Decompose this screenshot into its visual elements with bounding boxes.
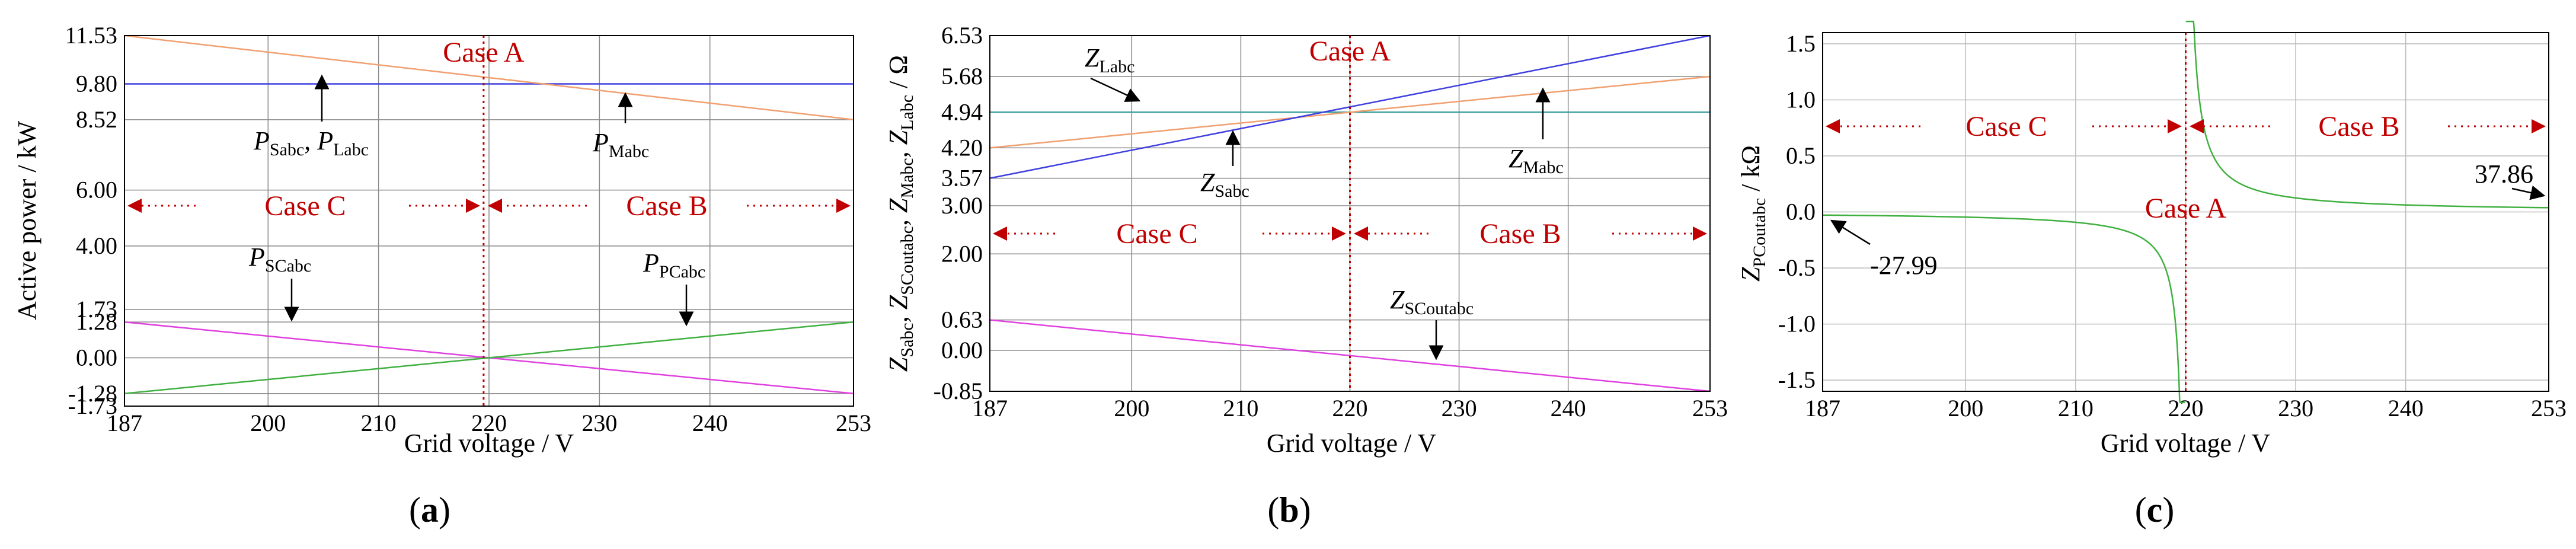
grid-a: [124, 35, 854, 407]
series-a: [124, 34, 854, 395]
case-c-label-b: Case C: [1116, 218, 1197, 250]
y-tick-label: 11.53: [65, 22, 117, 49]
label-psabc-plabc: PSabc, PLabc: [253, 126, 369, 159]
x-tick-label: 230: [581, 410, 617, 436]
x-tick-label: 187: [107, 410, 142, 436]
label-zscoutabc: ZSCoutabc: [1390, 285, 1474, 318]
x-tick-label: 220: [1332, 395, 1368, 422]
case-b-label-a: Case B: [626, 190, 707, 222]
annotation-right-value: 37.86: [2475, 159, 2533, 189]
y-tick-label: 0.63: [941, 307, 983, 333]
x-tick-label: 220: [2168, 395, 2204, 422]
case-c-label-c: Case C: [1965, 111, 2047, 142]
y-tick-label: 4.20: [941, 134, 983, 161]
label-zlabc: ZLabc: [1085, 43, 1134, 76]
y-tick-label: -1.28: [68, 380, 117, 407]
y-tick-label: -1.73: [68, 392, 117, 419]
panel-label-a: (a): [409, 490, 450, 529]
series-c: [1822, 20, 2549, 404]
arrow-zlabc: [1090, 77, 1141, 102]
y-tick-label: 1.5: [1786, 30, 1816, 57]
y-tick-label: 3.00: [941, 192, 983, 219]
case-c-label-a: Case C: [264, 190, 346, 222]
x-tick-label: 253: [836, 410, 871, 436]
label-zsabc: ZSabc: [1200, 168, 1249, 201]
label-zmabc: ZMabc: [1508, 144, 1564, 177]
x-tick-label: 210: [361, 410, 397, 436]
label-pscabc: PSCabc: [248, 242, 311, 276]
case-a-label-c: Case A: [2145, 193, 2227, 224]
ticks-a: 187 200 210 220 230 240 253 11.53 9.80 8.52 6.00 4.…: [65, 22, 871, 436]
series-z-pcoutabc-right: [2185, 20, 2549, 209]
y-tick-label: 1.73: [76, 296, 117, 323]
x-tick-label: 200: [1948, 395, 1983, 422]
y-tick-label: 6.00: [76, 177, 117, 203]
case-a-label-a: Case A: [443, 37, 525, 68]
x-axis-title-b: Grid voltage / V: [1267, 429, 1437, 458]
y-tick-label: 1.0: [1786, 86, 1816, 113]
plot-frame-a: [124, 35, 854, 407]
label-ppcabc: PPCabc: [643, 248, 705, 282]
y-axis-title-a: Active power / kW: [12, 121, 41, 320]
panel-label-c: (c): [2135, 490, 2175, 529]
series-z-mabc: [989, 75, 1711, 149]
panel-a: 187 200 210 220 230 240 253 11.53 9.80 8.52 6.00 4.…: [12, 22, 871, 529]
case-b-label-c: Case B: [2318, 111, 2399, 142]
y-tick-label: 4.94: [941, 98, 983, 125]
x-tick-label: 253: [1692, 395, 1728, 422]
y-axis-title-c: ZPCoutabc / kΩ: [1736, 145, 1769, 282]
y-tick-label: 1.28: [76, 308, 117, 335]
y-tick-label: -0.5: [1778, 254, 1816, 281]
y-tick-label: 9.80: [76, 71, 117, 97]
y-tick-label: 5.68: [941, 63, 983, 90]
x-axis-title-c: Grid voltage / V: [2101, 429, 2271, 458]
x-tick-label: 210: [1223, 395, 1258, 422]
panel-c: 187 200 210 220 230 240 253 1.5 1.0 0.5 0.0 -0.5 -1.…: [1736, 20, 2567, 529]
y-tick-label: 0.0: [1786, 199, 1816, 225]
y-tick-label: 2.00: [941, 240, 983, 267]
ticks-b: 187 200 210 220 230 240 253 6.53 5.68 4.94 4.20 3.5…: [934, 22, 1728, 422]
x-tick-label: 230: [1442, 395, 1477, 422]
series-z-pcoutabc-left: [1822, 214, 2185, 404]
x-tick-label: 200: [1114, 395, 1149, 422]
y-tick-label: 0.00: [76, 344, 117, 371]
x-tick-label: 187: [1805, 395, 1840, 422]
x-tick-label: 253: [2531, 395, 2567, 422]
ticks-c: 187 200 210 220 230 240 253 1.5 1.0 0.5 0.0 -0.5 -1.…: [1778, 30, 2567, 422]
x-axis-title-a: Grid voltage / V: [404, 429, 574, 458]
y-axis-title-b: ZSabc, ZSCoutabc, ZMabc, ZLabc / Ω: [884, 55, 917, 372]
arrow-left-value: [1830, 219, 1871, 245]
x-tick-label: 230: [2278, 395, 2313, 422]
x-tick-label: 240: [692, 410, 728, 436]
case-b-label-b: Case B: [1479, 218, 1561, 250]
x-tick-label: 200: [250, 410, 286, 436]
x-tick-label: 240: [2388, 395, 2424, 422]
panel-label-b: (b): [1267, 490, 1311, 529]
y-tick-label: -1.5: [1778, 366, 1816, 393]
series-p-pcabc: [124, 321, 854, 395]
y-tick-label: 4.00: [76, 232, 117, 259]
x-tick-label: 220: [471, 410, 507, 436]
y-tick-label: 6.53: [941, 22, 983, 49]
y-tick-label: -1.0: [1778, 311, 1816, 337]
annotation-left-value: -27.99: [1870, 251, 1938, 280]
y-tick-label: -0.85: [934, 378, 983, 404]
series-p-mabc: [124, 34, 854, 121]
label-pmabc: PMabc: [592, 128, 649, 161]
y-tick-label: 8.52: [76, 106, 117, 133]
y-tick-label: 0.5: [1786, 142, 1816, 169]
panel-b: 187 200 210 220 230 240 253 6.53 5.68 4.94 4.20 3.5…: [884, 22, 1728, 529]
series-z-scoutabc: [989, 319, 1711, 392]
y-tick-label: 0.00: [941, 337, 983, 363]
x-tick-label: 240: [1551, 395, 1586, 422]
arrow-right-value: [2511, 185, 2546, 200]
x-tick-label: 187: [972, 395, 1008, 422]
case-a-label-b: Case A: [1309, 36, 1391, 67]
x-tick-label: 210: [2058, 395, 2094, 422]
y-tick-label: 3.57: [941, 165, 983, 191]
